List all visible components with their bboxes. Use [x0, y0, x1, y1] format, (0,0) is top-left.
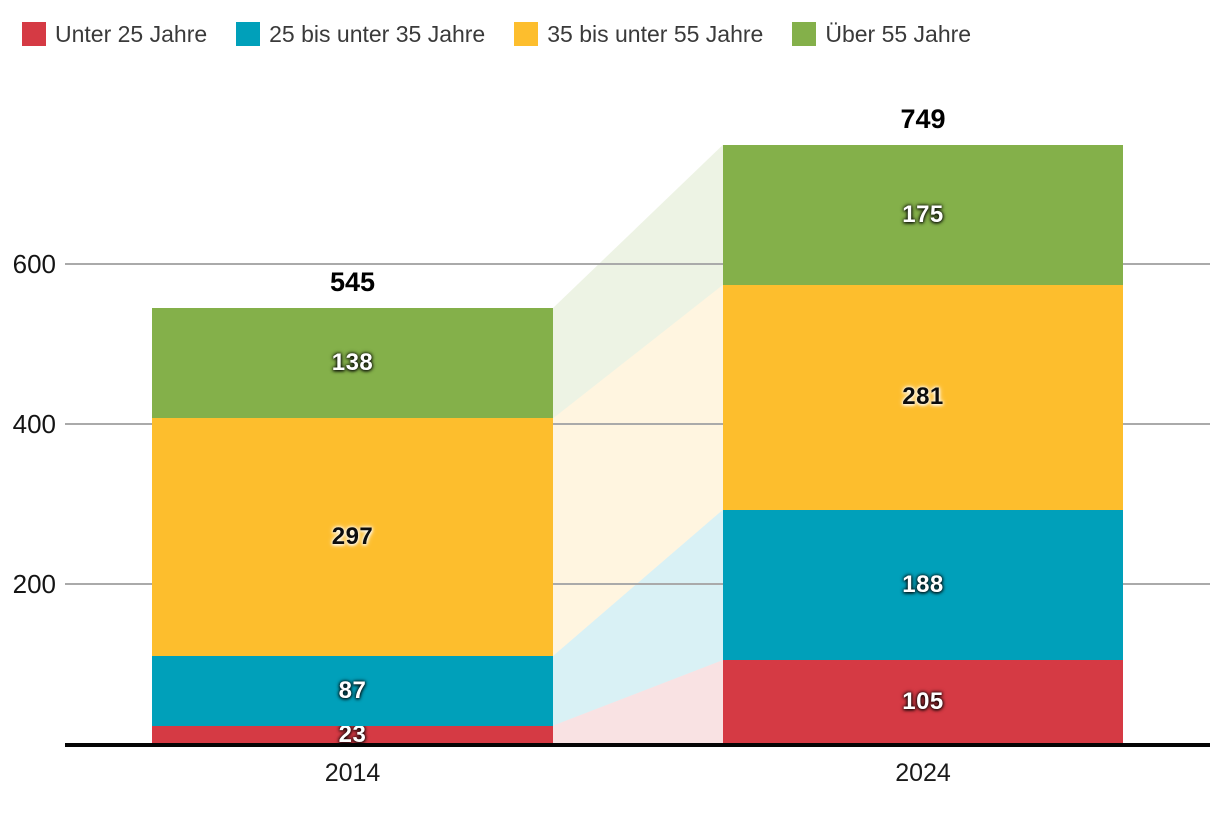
segment-value-label: 23 — [338, 720, 367, 748]
legend: Unter 25 Jahre 25 bis unter 35 Jahre 35 bi… — [22, 20, 971, 48]
bar-segment-ueber-55-jahre: 175 — [723, 144, 1123, 285]
segment-value-label: 87 — [338, 676, 367, 704]
connector-band-35-bis-unter-55-jahre — [553, 284, 723, 656]
legend-label: 35 bis unter 55 Jahre — [547, 21, 764, 47]
bar-segment-unter-25-jahre: 23 — [152, 720, 553, 748]
segment-value-label: 105 — [902, 688, 944, 715]
legend-swatch — [792, 22, 817, 46]
bar-segment-35-bis-unter-55-jahre: 297 — [152, 418, 553, 656]
connector-band-unter-25-jahre — [553, 660, 723, 744]
legend-swatch — [514, 22, 539, 46]
x-axis-label: 2014 — [324, 759, 381, 787]
bar-segment-35-bis-unter-55-jahre: 281 — [723, 284, 1123, 510]
bar-total-label: 749 — [900, 103, 946, 134]
y-axis-tick-label: 200 — [12, 569, 56, 599]
y-axis-tick-label: 600 — [12, 249, 56, 279]
bar-segment-25-bis-unter-35-jahre: 87 — [152, 656, 553, 726]
legend-label: 25 bis unter 35 Jahre — [269, 21, 486, 47]
x-axis-line — [65, 743, 1210, 747]
legend-item: 25 bis unter 35 Jahre — [236, 20, 485, 48]
legend-item: 35 bis unter 55 Jahre — [514, 20, 763, 48]
segment-value-label: 188 — [902, 570, 944, 598]
segment-value-label: 175 — [902, 200, 944, 228]
gridline — [65, 263, 1210, 265]
gridline — [65, 423, 1210, 425]
gridline — [65, 583, 1210, 585]
bar-total-label: 545 — [329, 267, 376, 297]
x-axis-label: 2024 — [895, 759, 951, 787]
legend-label: Über 55 Jahre — [825, 21, 972, 47]
segment-value-label: 281 — [902, 383, 944, 411]
legend-label: Unter 25 Jahre — [55, 21, 208, 47]
segment-value-label: 297 — [331, 523, 374, 551]
bar-segment-ueber-55-jahre: 138 — [152, 308, 553, 419]
y-axis-tick-label: 400 — [12, 409, 56, 439]
legend-item: Unter 25 Jahre — [22, 20, 207, 48]
connector-band-25-bis-unter-35-jahre — [553, 509, 723, 726]
bar-segment-25-bis-unter-35-jahre: 188 — [723, 509, 1123, 660]
legend-item: Über 55 Jahre — [792, 20, 971, 48]
connector-band-ueber-55-jahre — [553, 144, 723, 419]
segment-value-label: 138 — [331, 349, 374, 377]
legend-swatch — [22, 22, 46, 46]
legend-swatch — [236, 22, 261, 46]
bar-segment-unter-25-jahre: 105 — [723, 660, 1123, 744]
